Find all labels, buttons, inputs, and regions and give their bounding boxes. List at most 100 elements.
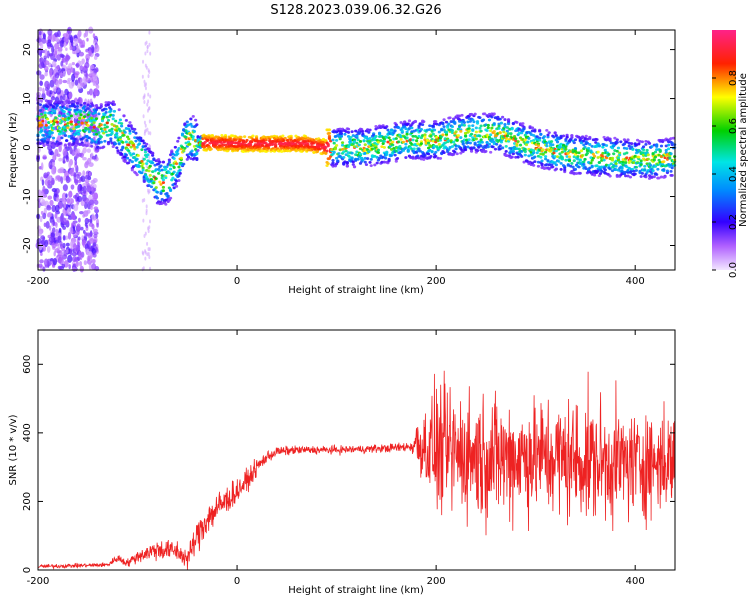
spectrogram-point <box>149 177 154 181</box>
spectrogram-point <box>93 184 97 189</box>
spectrogram-point <box>118 118 123 122</box>
spectrogram-point <box>431 132 435 136</box>
spectrogram-point <box>518 143 523 147</box>
spectrogram-point <box>63 175 67 181</box>
spectrogram-point <box>432 128 437 132</box>
spectrogram-point <box>54 100 58 104</box>
x-tick-label: 0 <box>234 576 240 587</box>
spectrogram-point <box>159 164 163 168</box>
spectrogram-point <box>76 228 80 236</box>
spectrogram-point <box>286 138 290 142</box>
spectrogram-point <box>387 136 391 140</box>
spectrogram-point <box>121 145 125 149</box>
spectrogram-point <box>373 141 377 145</box>
spectrogram-point <box>592 173 597 177</box>
spectrogram-point <box>86 107 90 110</box>
spectrogram-point <box>191 138 195 141</box>
spectrogram-point <box>367 130 371 134</box>
spectrogram-point <box>177 147 181 150</box>
spectrogram-point <box>468 141 472 145</box>
spectrogram-point <box>51 122 56 126</box>
spectrogram-point <box>356 138 360 142</box>
spectrogram-point <box>429 145 433 148</box>
spectrogram-point <box>71 45 77 52</box>
spectrogram-point <box>520 155 524 158</box>
spectrogram-point <box>467 124 471 128</box>
spectrogram-point <box>99 135 103 139</box>
spectrogram-point <box>127 143 131 147</box>
spectrogram-point <box>469 112 474 116</box>
spectrogram-point <box>412 147 416 151</box>
spectrogram-point <box>553 161 557 164</box>
spectrogram-point <box>351 163 355 166</box>
spectrogram-point <box>301 136 305 140</box>
spectrogram-point <box>62 106 66 110</box>
spectrogram-point <box>614 162 618 166</box>
spectrogram-point <box>241 140 246 144</box>
spectrogram-point <box>413 119 418 123</box>
spectrogram-point <box>592 154 597 158</box>
spectrogram-point <box>129 153 133 157</box>
spectrogram-point <box>77 184 80 193</box>
spectrogram-point <box>190 152 194 156</box>
spectrogram-point <box>50 111 54 115</box>
spectrogram-point <box>622 146 627 150</box>
spectrogram-point <box>391 140 395 144</box>
spectrogram-point <box>38 62 44 69</box>
spectrogram-point <box>78 152 82 158</box>
spectrogram-point <box>67 135 71 138</box>
spectrogram-point <box>57 126 62 130</box>
spectrogram-point <box>506 132 511 135</box>
spectrogram-point <box>41 119 45 123</box>
spectrogram-point <box>425 128 429 132</box>
spectrogram-point <box>86 209 91 214</box>
spectrogram-point <box>67 100 71 104</box>
spectrogram-point <box>653 150 658 154</box>
spectrogram-point <box>619 140 623 144</box>
spectrogram-point <box>538 136 542 140</box>
spectrogram-point <box>196 148 200 152</box>
spectrogram-point <box>72 263 76 267</box>
spectrogram-point <box>388 144 392 148</box>
x-tick-label: -200 <box>27 576 50 587</box>
spectrogram-point <box>65 47 68 51</box>
spectrogram-point <box>58 157 63 162</box>
spectrogram-point <box>669 137 673 140</box>
spectrogram-point <box>65 139 69 143</box>
spectrogram-point <box>43 139 47 143</box>
spectrogram-point <box>356 157 360 161</box>
spectrogram-point <box>521 122 525 125</box>
spectrogram-point <box>71 214 76 220</box>
spectrogram-point <box>572 171 576 175</box>
spectrogram-point <box>491 145 495 149</box>
spectrogram-point <box>82 115 87 119</box>
spectrogram-point <box>590 158 594 162</box>
spectrogram-point <box>394 159 398 163</box>
spectrogram-point <box>570 162 574 165</box>
spectrogram-point <box>589 161 593 165</box>
spectrogram-point <box>143 198 146 203</box>
spectrogram-point <box>79 210 84 215</box>
spectrogram-point <box>62 110 66 114</box>
spectrogram-point <box>99 123 103 127</box>
spectrogram-point <box>608 167 612 171</box>
spectrogram-point <box>469 146 474 150</box>
spectrogram-point <box>93 140 97 144</box>
spectrogram-point <box>189 122 193 126</box>
spectrogram-point <box>591 152 595 156</box>
spectrogram-point <box>497 124 501 128</box>
spectrogram-point <box>42 33 47 40</box>
spectrogram-point <box>538 129 542 133</box>
spectrogram-point <box>190 149 194 153</box>
spectrogram-point <box>417 156 421 160</box>
spectrogram-point <box>505 134 509 138</box>
spectrogram-point <box>327 131 332 135</box>
spectrogram-point <box>160 197 164 201</box>
spectrogram-point <box>581 154 585 157</box>
spectrogram-point <box>176 152 180 156</box>
spectrogram-point <box>344 149 348 153</box>
spectrogram-point <box>530 129 535 133</box>
spectrogram-point <box>368 160 372 164</box>
spectrogram-point <box>578 158 582 162</box>
spectrogram-point <box>544 157 548 161</box>
